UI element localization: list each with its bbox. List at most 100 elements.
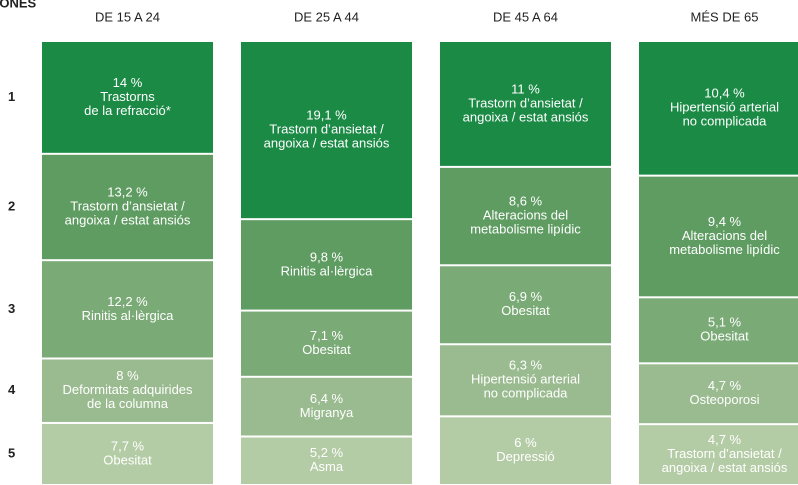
segment-label: Asma [310, 459, 344, 474]
column-header: DE 25 A 44 [294, 9, 359, 24]
segment-rect [241, 42, 412, 219]
segment: 12,2 %Rinitis al·lèrgica [42, 261, 213, 358]
segment: 6,9 %Obesitat [440, 266, 611, 344]
segment-label: no complicada [484, 386, 569, 401]
value-label: 6,3 % [509, 358, 543, 373]
segment-label: angoixa / estat ansiós [65, 212, 191, 227]
value-label: 6,4 % [310, 391, 344, 406]
column-header: DE 15 A 24 [95, 9, 160, 24]
segment: 19,1 %Trastorn d’ansietat /angoixa / est… [241, 42, 412, 219]
segment: 4,7 %Trastorn d’ansietat /angoixa / esta… [639, 425, 798, 484]
value-label: 5,2 % [310, 445, 344, 460]
segment-label: Osteoporosi [689, 392, 759, 407]
value-label: 9,4 % [708, 214, 742, 229]
segment-rect [42, 423, 213, 484]
segment-label: Migranya [300, 405, 354, 420]
segment-label: Depressió [496, 449, 555, 464]
segment-label: Trastorn d’ansietat / [468, 95, 583, 110]
value-label: 8 % [116, 368, 139, 383]
segment-label: no complicada [683, 114, 768, 129]
segment: 6,4 %Migranya [241, 377, 412, 436]
value-label: 10,4 % [704, 86, 745, 101]
segment-rect [639, 42, 798, 175]
segment-rect [42, 261, 213, 358]
segment-rect [440, 345, 611, 416]
value-label: 12,2 % [107, 294, 148, 309]
value-label: 8,6 % [509, 194, 543, 209]
segment-label: metabolisme lipídic [669, 242, 780, 257]
segment-label: Obesitat [501, 303, 550, 318]
segment-rect [440, 417, 611, 484]
segment-label: Trastorn d’ansietat / [70, 198, 185, 213]
value-label: 19,1 % [306, 108, 347, 123]
segment: 6 %Depressió [440, 417, 611, 484]
segment: 7,1 %Obesitat [241, 311, 412, 376]
segment-label: angoixa / estat ansiós [463, 109, 589, 124]
segment-label: Alteracions del [682, 228, 767, 243]
segment-label: metabolisme lipídic [470, 222, 581, 237]
value-label: 9,8 % [310, 249, 344, 264]
segment-label: de la refracció* [84, 103, 171, 118]
segment-label: Trastorn d’ansietat / [667, 446, 782, 461]
chart-title: DONES [0, 0, 37, 10]
segment-rect [639, 176, 798, 297]
segment-rect [42, 154, 213, 260]
value-label: 11 % [511, 81, 540, 96]
segment-rect [440, 167, 611, 265]
value-label: 6,9 % [509, 289, 543, 304]
segment-label: Rinitis al·lèrgica [281, 263, 374, 278]
segment: 13,2 %Trastorn d’ansietat /angoixa / est… [42, 154, 213, 260]
segment: 11 %Trastorn d’ansietat /angoixa / estat… [440, 42, 611, 166]
segment-label: angoixa / estat ansiós [264, 136, 390, 151]
segment-rect [639, 364, 798, 424]
segment-label: Rinitis al·lèrgica [82, 308, 175, 323]
segment-rect [241, 377, 412, 436]
segment: 5,2 %Asma [241, 437, 412, 484]
segment-rect [639, 425, 798, 484]
segment-rect [440, 42, 611, 166]
segment-label: Alteracions del [483, 208, 568, 223]
value-label: 13,2 % [107, 184, 148, 199]
segment-rect [241, 311, 412, 376]
segment-label: Obesitat [103, 452, 152, 467]
value-label: 4,7 % [708, 432, 742, 447]
value-label: 5,1 % [708, 315, 742, 330]
segment-label: Deformitats adquirides [62, 382, 193, 397]
value-label: 4,7 % [708, 378, 742, 393]
segment-label: angoixa / estat ansiós [662, 460, 788, 475]
row-label: 5 [8, 445, 15, 460]
segment-label: Hipertensió arterial [471, 372, 580, 387]
segment-label: Obesitat [700, 329, 749, 344]
segment-label: de la columna [87, 396, 169, 411]
segment: 9,8 %Rinitis al·lèrgica [241, 220, 412, 310]
row-label: 4 [8, 382, 16, 397]
value-label: 7,7 % [111, 438, 145, 453]
row-label: 3 [8, 301, 15, 316]
segment: 4,7 %Osteoporosi [639, 364, 798, 424]
segment-rect [440, 266, 611, 344]
segment-label: Hipertensió arterial [670, 100, 779, 115]
segment-label: Trastorns [100, 89, 155, 104]
segment: 7,7 %Obesitat [42, 423, 213, 484]
segment-rect [241, 437, 412, 484]
segment-rect [241, 220, 412, 310]
row-label: 1 [8, 89, 15, 104]
column-header: MÉS DE 65 [691, 9, 759, 24]
value-label: 14 % [113, 75, 143, 90]
segment-rect [42, 359, 213, 422]
value-label: 6 % [514, 435, 537, 450]
value-label: 7,1 % [310, 328, 344, 343]
segment-rect [639, 298, 798, 363]
segment-rect [42, 42, 213, 153]
segment-label: Obesitat [302, 342, 351, 357]
segment-label: Trastorn d’ansietat / [269, 122, 384, 137]
column-header: DE 45 A 64 [493, 9, 558, 24]
row-label: 2 [8, 198, 15, 213]
